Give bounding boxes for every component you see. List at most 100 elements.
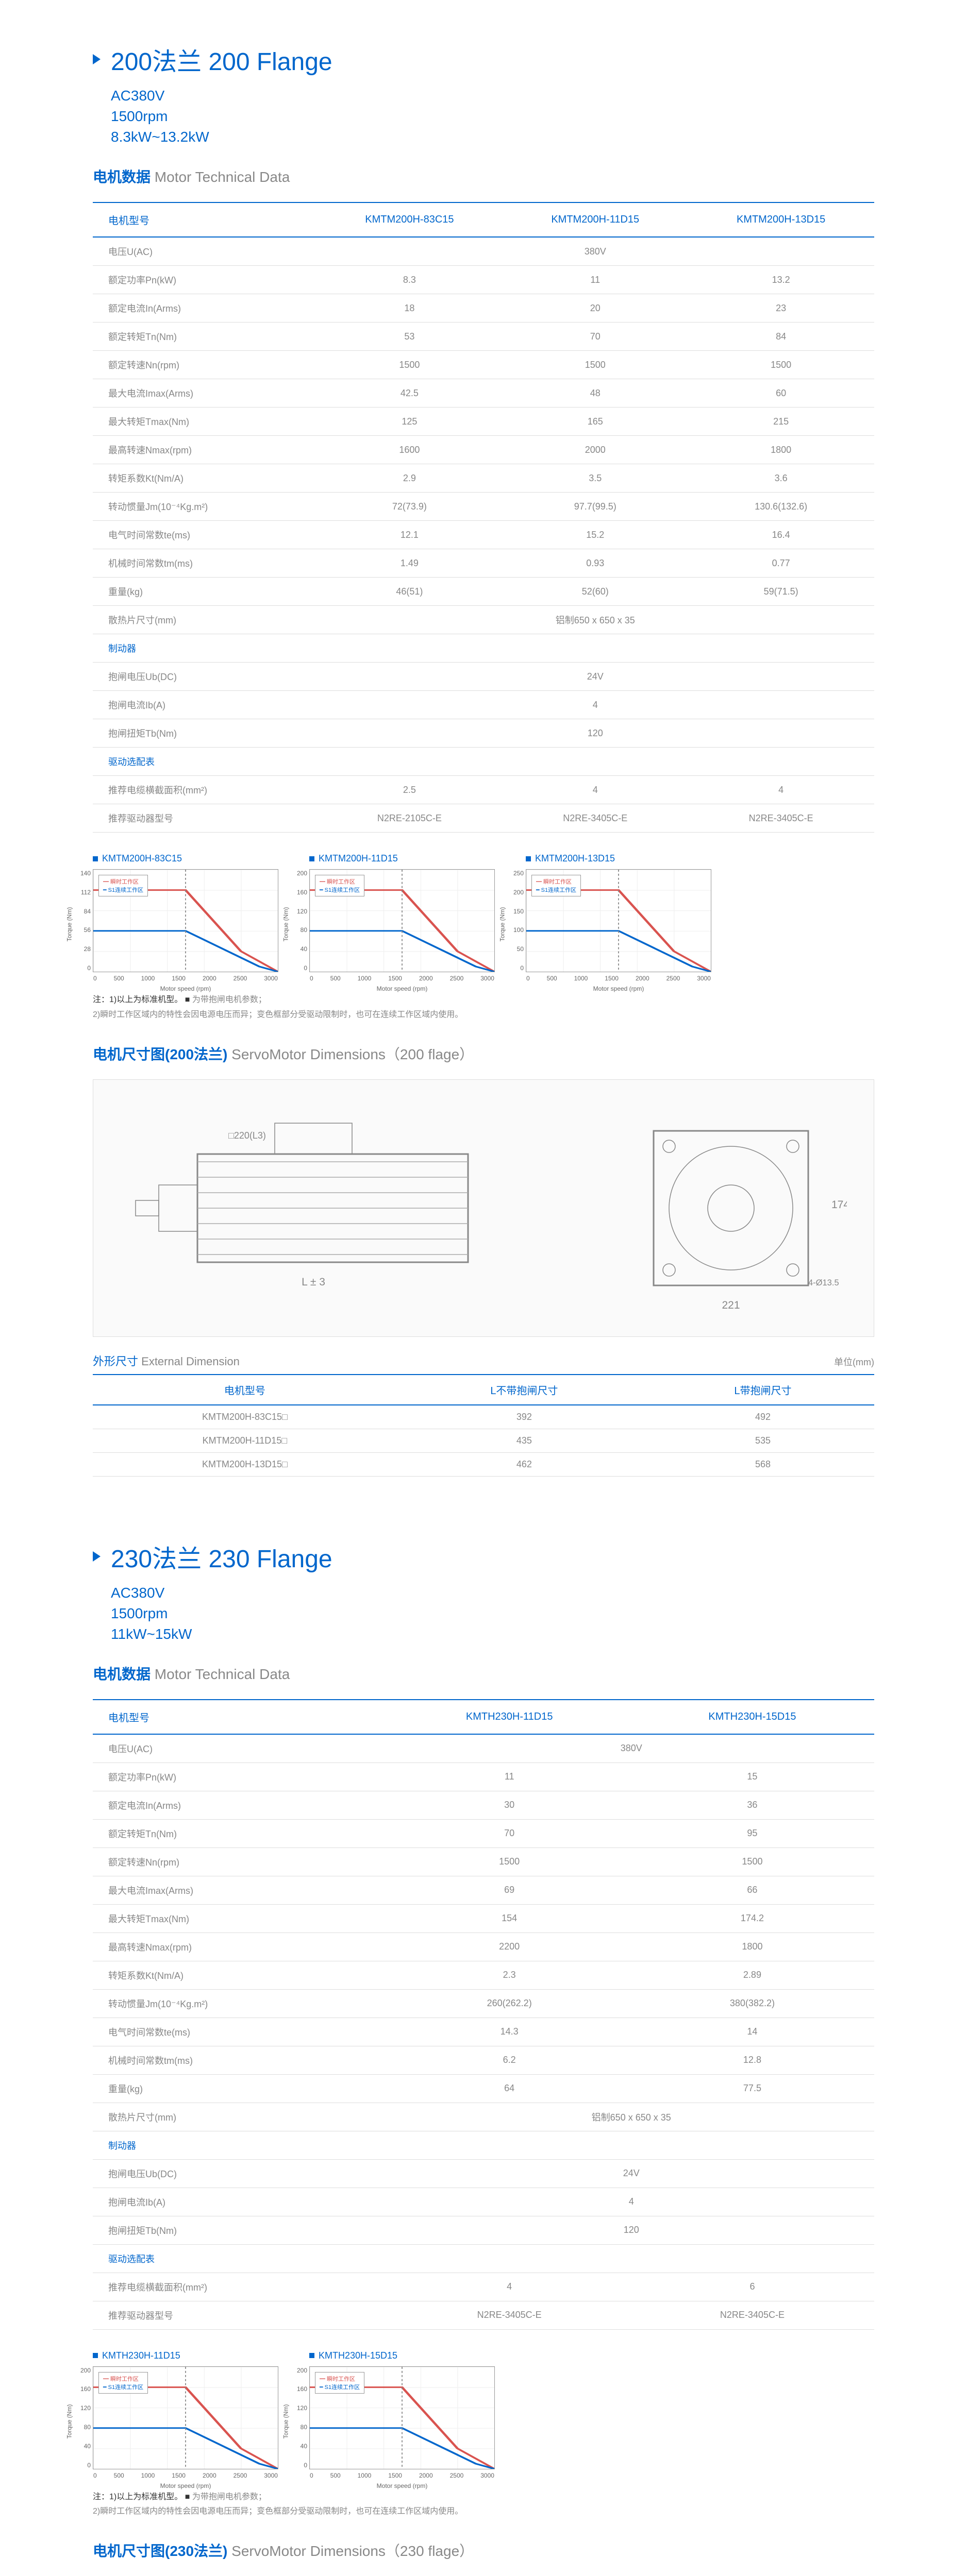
spec-row: 最大转矩Tmax(Nm)154174.2 [93, 1904, 874, 1933]
spec-label: 电气时间常数te(ms) [93, 2018, 388, 2046]
spec-row: 机械时间常数tm(ms)6.212.8 [93, 2046, 874, 2074]
ext-dim-heading-200: 外形尺寸 External Dimension 单位(mm) [93, 1352, 874, 1369]
spec-label: 电压U(AC) [93, 1734, 388, 1763]
spec-table-200: 电机型号KMTM200H-83C15KMTM200H-11D15KMTM200H… [93, 202, 874, 833]
spec-val: 215 [688, 408, 874, 436]
y-axis: 20016012080400 [68, 2367, 91, 2469]
spec-label: 最大转矩Tmax(Nm) [93, 408, 316, 436]
dim-cell: KMTM200H-11D15□ [93, 1429, 397, 1452]
spec-row: 额定功率Pn(kW)8.31113.2 [93, 266, 874, 294]
spec-label: 抱闸电压Ub(DC) [93, 663, 316, 691]
spec-table-230: 电机型号KMTH230H-11D15KMTH230H-15D15 电压U(AC)… [93, 1699, 874, 2330]
spec-row: 抱闸电压Ub(DC)24V [93, 2159, 874, 2188]
spec-val: 1500 [316, 351, 503, 379]
spec-val: 72(73.9) [316, 493, 503, 521]
spec-label: 最高转速Nmax(rpm) [93, 436, 316, 464]
spec-row: 最高转速Nmax(rpm)22001800 [93, 1933, 874, 1961]
spec-val: 11 [388, 1762, 630, 1791]
spec-val: 20 [503, 294, 688, 323]
chart-legend: ━ 瞬时工作区 ━ S1连续工作区 [531, 875, 581, 896]
spec-row: 额定转速Nn(rpm)15001500 [93, 1848, 874, 1876]
spec-val: 260(262.2) [388, 1989, 630, 2018]
spec-val: 84 [688, 323, 874, 351]
spec-val: 4 [388, 2188, 874, 2216]
spec-val: 120 [316, 719, 874, 748]
rpm-200: 1500rpm [111, 108, 874, 125]
spec-row: 抱闸电流Ib(A)4 [93, 691, 874, 719]
dim-row: KMTM200H-13D15□462568 [93, 1452, 874, 1476]
svg-text:221: 221 [722, 1299, 740, 1311]
spec-row: 抱闸电压Ub(DC)24V [93, 663, 874, 691]
spec-row: 电气时间常数te(ms)12.115.216.4 [93, 521, 874, 549]
spec-row: 额定电流In(Arms)3036 [93, 1791, 874, 1819]
spec-val: 69 [388, 1876, 630, 1904]
spec-label: 额定功率Pn(kW) [93, 1762, 388, 1791]
torque-chart: KMTM200H-13D15 Torque (Nm) 2502001501005… [526, 853, 711, 972]
spec-val: 13.2 [688, 266, 874, 294]
x-axis-label: Motor speed (rpm) [160, 2482, 211, 2489]
chart-legend: ━ 瞬时工作区 ━ S1连续工作区 [98, 2372, 148, 2394]
spec-label: 最大电流Imax(Arms) [93, 1876, 388, 1904]
spec-val: 95 [630, 1819, 874, 1848]
arrow-icon [93, 54, 101, 64]
spec-label: 电气时间常数te(ms) [93, 521, 316, 549]
spec-label: 转动惯量Jm(10⁻⁴Kg.m²) [93, 1989, 388, 2018]
spec-val: 380V [388, 1734, 874, 1763]
section-200-flange: 200法兰 200 Flange AC380V 1500rpm 8.3kW~13… [93, 41, 874, 1477]
section-230-flange: 230法兰 230 Flange AC380V 1500rpm 11kW~15k… [93, 1538, 874, 2576]
spec-val: 16.4 [688, 521, 874, 549]
spec-row: 转矩系数Kt(Nm/A)2.93.53.6 [93, 464, 874, 493]
drive-subhead: 驱动选配表 [93, 2244, 874, 2273]
spec-val: 125 [316, 408, 503, 436]
torque-chart: KMTM200H-83C15 Torque (Nm) 1401128456280… [93, 853, 278, 972]
spec-val: 2.9 [316, 464, 503, 493]
spec-val: 1500 [688, 351, 874, 379]
spec-val: 1800 [688, 436, 874, 464]
chart-box: Torque (Nm) 250200150100500 ━ 瞬时工作区 ━ S1… [526, 869, 711, 972]
brake-subhead: 制动器 [93, 634, 874, 663]
spec-val: 11 [503, 266, 688, 294]
spec-label: 转动惯量Jm(10⁻⁴Kg.m²) [93, 493, 316, 521]
square-icon [526, 856, 531, 861]
spec-label: 散热片尺寸(mm) [93, 606, 316, 634]
chart-legend: ━ 瞬时工作区 ━ S1连续工作区 [315, 2372, 364, 2394]
title-cn: 200法兰 [111, 48, 202, 76]
spec-row: 推荐电缆横截面积(mm²)46 [93, 2273, 874, 2301]
dim-cell: 392 [397, 1405, 652, 1429]
model-col: KMTM200H-11D15 [503, 202, 688, 237]
brake-indicator-icon: ■ [185, 2493, 190, 2501]
spec-val: 4 [503, 776, 688, 804]
spec-row: 额定转速Nn(rpm)150015001500 [93, 351, 874, 379]
drawing-side-200: L ± 3 □220(L3) [120, 1092, 584, 1324]
y-axis: 20016012080400 [284, 2367, 307, 2469]
voltage-230: AC380V [111, 1585, 874, 1601]
spec-label: 机械时间常数tm(ms) [93, 2046, 388, 2074]
spec-val: 77.5 [630, 2074, 874, 2103]
spec-val: 36 [630, 1791, 874, 1819]
spec-row: 额定转矩Tn(Nm)537084 [93, 323, 874, 351]
spec-row: 推荐电缆横截面积(mm²)2.544 [93, 776, 874, 804]
spec-row: 重量(kg)6477.5 [93, 2074, 874, 2103]
title-en: 200 Flange [208, 48, 332, 76]
spec-val: 12.8 [630, 2046, 874, 2074]
spec-label: 额定转速Nn(rpm) [93, 1848, 388, 1876]
spec-row: 转动惯量Jm(10⁻⁴Kg.m²)260(262.2)380(382.2) [93, 1989, 874, 2018]
spec-row: 最大转矩Tmax(Nm)125165215 [93, 408, 874, 436]
spec-val: 130.6(132.6) [688, 493, 874, 521]
svg-text:□220(L3): □220(L3) [228, 1130, 266, 1141]
spec-row: 最大电流Imax(Arms)42.54860 [93, 379, 874, 408]
chart-title: KMTH230H-11D15 [93, 2350, 278, 2361]
spec-label: 推荐电缆横截面积(mm²) [93, 2273, 388, 2301]
spec-label: 额定转矩Tn(Nm) [93, 323, 316, 351]
spec-val: N2RE-3405C-E [503, 804, 688, 833]
spec-val: 120 [388, 2216, 874, 2244]
spec-val: 3.6 [688, 464, 874, 493]
drawing-front-200: 221 174 4-Ø13.5 [615, 1092, 847, 1324]
chart-box: Torque (Nm) 20016012080400 ━ 瞬时工作区 ━ S1连… [93, 2366, 278, 2469]
chart-box: Torque (Nm) 20016012080400 ━ 瞬时工作区 ━ S1连… [309, 869, 495, 972]
spec-val: 14.3 [388, 2018, 630, 2046]
dim-col: L不带抱闸尺寸 [397, 1375, 652, 1405]
spec-label: 推荐电缆横截面积(mm²) [93, 776, 316, 804]
spec-row: 重量(kg)46(51)52(60)59(71.5) [93, 578, 874, 606]
spec-val: 12.1 [316, 521, 503, 549]
